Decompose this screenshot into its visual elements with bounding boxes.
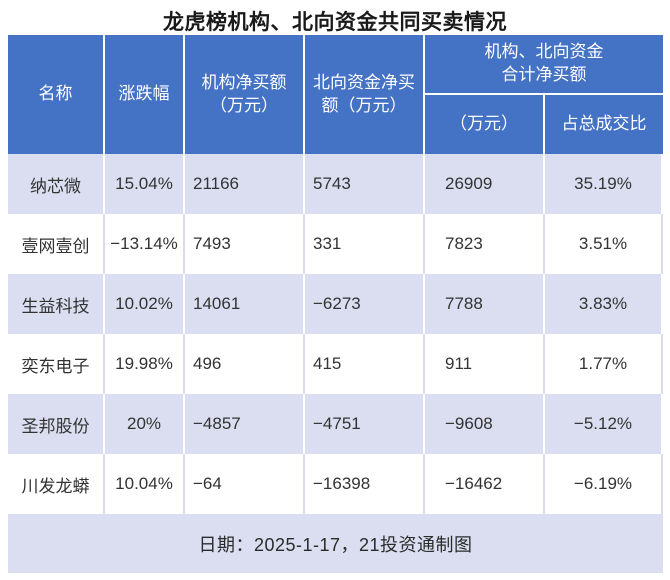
table-row: 生益科技 10.02% 14061 −6273 7788 3.83% (8, 274, 663, 334)
cell-combined-net-buy: 911 (425, 334, 545, 394)
table-body: 纳芯微 15.04% 21166 5743 26909 35.19% 壹网壹创 … (8, 154, 663, 514)
header-cell-combined-amount: （万元） (425, 95, 545, 154)
cell-combined-net-buy: 7788 (425, 274, 545, 334)
table-row: 奕东电子 19.98% 496 415 911 1.77% (8, 334, 663, 394)
cell-change-pct: −13.14% (105, 214, 185, 274)
header-cell-name: 名称 (8, 35, 105, 154)
cell-institution-net-buy: 7493 (185, 214, 305, 274)
cell-turnover-ratio: 1.77% (545, 334, 663, 394)
cell-northbound-net-buy: −6273 (305, 274, 425, 334)
header-cell-change: 涨跌幅 (105, 35, 185, 154)
table-header-row-top: 名称 涨跌幅 机构净买额 （万元） 北向资金净买 额（万元） 机构、北向资金 合… (8, 35, 663, 154)
table-row: 圣邦股份 20% −4857 −4751 −9608 −5.12% (8, 394, 663, 454)
cell-turnover-ratio: −6.19% (545, 454, 663, 514)
cell-turnover-ratio: 3.51% (545, 214, 663, 274)
page-title: 龙虎榜机构、北向资金共同买卖情况 (163, 11, 507, 34)
table-row: 川发龙蟒 10.04% −64 −16398 −16462 −6.19% (8, 454, 663, 514)
header-cell-institution-net-buy: 机构净买额 （万元） (185, 35, 305, 154)
cell-turnover-ratio: −5.12% (545, 394, 663, 454)
table-footer: 日期：2025-1-17，21投资通制图 (8, 514, 663, 573)
cell-stock-name: 圣邦股份 (8, 394, 105, 454)
cell-combined-net-buy: 26909 (425, 154, 545, 214)
cell-stock-name: 纳芯微 (8, 154, 105, 214)
cell-change-pct: 15.04% (105, 154, 185, 214)
cell-change-pct: 10.02% (105, 274, 185, 334)
cell-institution-net-buy: 14061 (185, 274, 305, 334)
cell-change-pct: 10.04% (105, 454, 185, 514)
footer-note: 日期：2025-1-17，21投资通制图 (8, 514, 663, 573)
cell-combined-net-buy: −16462 (425, 454, 545, 514)
table-row: 纳芯微 15.04% 21166 5743 26909 35.19% (8, 154, 663, 214)
header-cell-northbound-net-buy: 北向资金净买 额（万元） (305, 35, 425, 154)
table-header-row-sub: （万元） 占总成交比 (8, 95, 663, 154)
cell-northbound-net-buy: 415 (305, 334, 425, 394)
cell-institution-net-buy: 496 (185, 334, 305, 394)
cell-stock-name: 壹网壹创 (8, 214, 105, 274)
cell-northbound-net-buy: −4751 (305, 394, 425, 454)
cell-institution-net-buy: −4857 (185, 394, 305, 454)
dragon-tiger-table-container: 名称 涨跌幅 机构净买额 （万元） 北向资金净买 额（万元） 机构、北向资金 合… (8, 35, 663, 573)
dragon-tiger-table: 名称 涨跌幅 机构净买额 （万元） 北向资金净买 额（万元） 机构、北向资金 合… (8, 35, 663, 573)
cell-change-pct: 20% (105, 394, 185, 454)
cell-institution-net-buy: 21166 (185, 154, 305, 214)
cell-stock-name: 生益科技 (8, 274, 105, 334)
cell-combined-net-buy: 7823 (425, 214, 545, 274)
header-cell-combined-net-buy: 机构、北向资金 合计净买额 (425, 35, 663, 95)
footer-row: 日期：2025-1-17，21投资通制图 (8, 514, 663, 573)
table-row: 壹网壹创 −13.14% 7493 331 7823 3.51% (8, 214, 663, 274)
cell-turnover-ratio: 35.19% (545, 154, 663, 214)
cell-combined-net-buy: −9608 (425, 394, 545, 454)
cell-turnover-ratio: 3.83% (545, 274, 663, 334)
cell-northbound-net-buy: 5743 (305, 154, 425, 214)
cell-stock-name: 奕东电子 (8, 334, 105, 394)
cell-change-pct: 19.98% (105, 334, 185, 394)
cell-stock-name: 川发龙蟒 (8, 454, 105, 514)
header-cell-combined-ratio: 占总成交比 (545, 95, 663, 154)
cell-northbound-net-buy: 331 (305, 214, 425, 274)
cell-northbound-net-buy: −16398 (305, 454, 425, 514)
table-header: 名称 涨跌幅 机构净买额 （万元） 北向资金净买 额（万元） 机构、北向资金 合… (8, 35, 663, 154)
cell-institution-net-buy: −64 (185, 454, 305, 514)
